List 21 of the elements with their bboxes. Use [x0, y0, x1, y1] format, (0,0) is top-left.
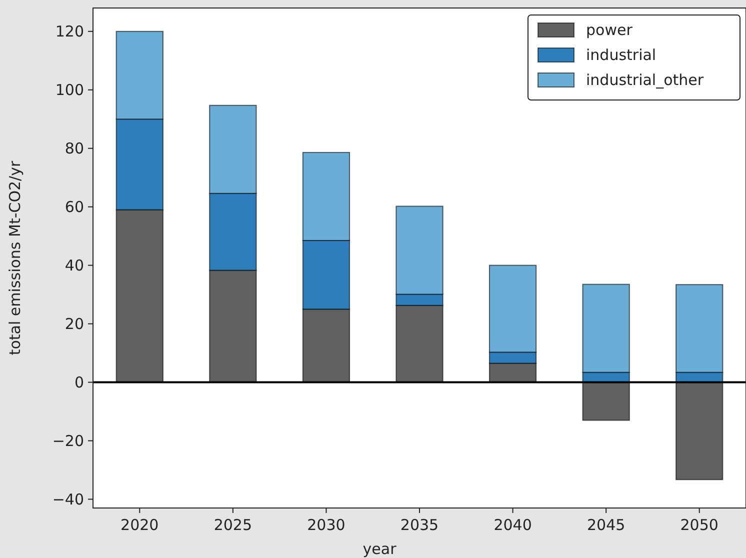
x-tick-label: 2025: [214, 516, 252, 534]
legend-label: power: [586, 21, 634, 39]
y-tick-label: 20: [64, 315, 84, 334]
legend-label: industrial: [586, 46, 656, 64]
y-tick-label: 0: [74, 374, 84, 392]
x-tick-label: 2050: [680, 516, 718, 534]
x-tick-label: 2040: [494, 516, 532, 534]
x-axis-title: year: [362, 540, 398, 558]
y-axis-title: total emissions Mt-CO2/yr: [6, 160, 24, 356]
y-tick-label: 40: [64, 256, 84, 275]
y-tick-label: 60: [64, 198, 84, 216]
y-tick-label: −40: [52, 490, 84, 508]
y-tick-label: 80: [64, 140, 84, 158]
y-tick-label: −20: [52, 432, 84, 450]
x-tick-label: 2030: [307, 516, 346, 534]
x-tick-label: 2035: [400, 516, 439, 534]
legend-label: industrial_other: [586, 71, 704, 89]
x-tick-label: 2045: [586, 516, 626, 534]
x-tick-label: 2020: [120, 516, 159, 534]
y-tick-label: 120: [55, 22, 84, 41]
y-tick-label: 100: [55, 81, 84, 100]
